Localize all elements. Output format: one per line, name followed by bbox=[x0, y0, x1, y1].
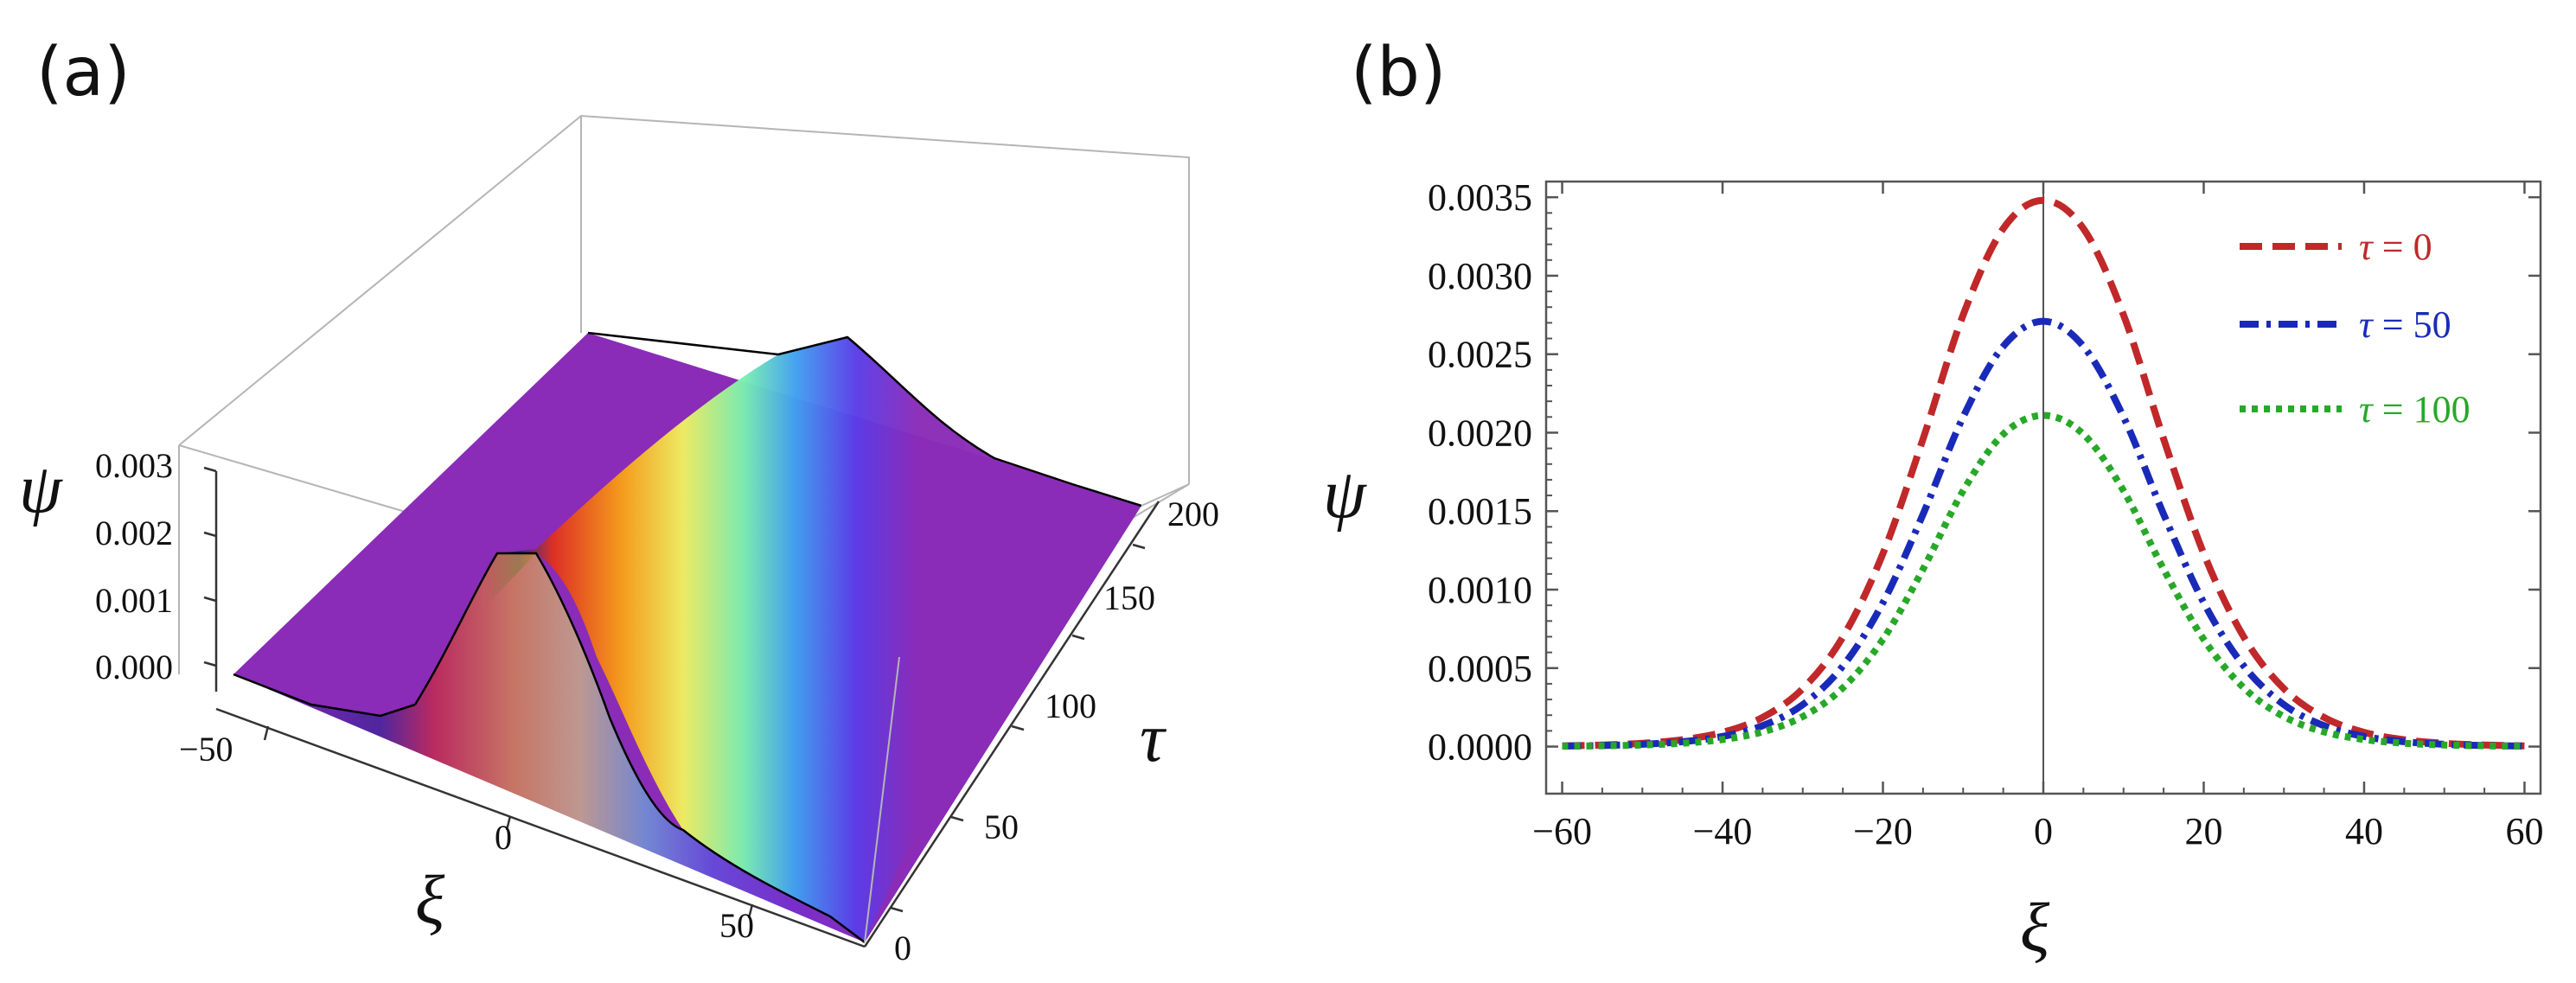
psi-axis-ticks bbox=[203, 466, 217, 667]
axes-3d bbox=[214, 471, 1160, 948]
y-tick-label: 0.0005 bbox=[1428, 648, 1532, 690]
x-tick-label: −40 bbox=[1693, 810, 1753, 852]
xi-axis-label: ξ bbox=[415, 863, 445, 939]
x-tick-label: −20 bbox=[1853, 810, 1913, 852]
front-profile bbox=[233, 553, 865, 942]
tick-labels: −60 −40 −20 0 20 40 60 0.0000 0.0005 0.0010 0.0015… bbox=[1428, 176, 2543, 852]
bounding-box-front bbox=[864, 483, 1190, 943]
y-tick-label: 0.0035 bbox=[1428, 176, 1532, 219]
xi-tick-label: 50 bbox=[719, 906, 754, 945]
tau-tick-label: 150 bbox=[1103, 578, 1155, 617]
y-tick-label: 0.0025 bbox=[1428, 334, 1532, 376]
xi-axis-ticks bbox=[263, 725, 754, 919]
legend-label-2: τ = 100 bbox=[2359, 388, 2471, 431]
y-tick-label: 0.0010 bbox=[1428, 569, 1532, 611]
x-tick-label: 60 bbox=[2505, 810, 2543, 852]
tau-tick-label: 0 bbox=[894, 929, 911, 967]
series-group bbox=[1562, 196, 2525, 750]
legend-label-1: τ = 50 bbox=[2359, 303, 2451, 346]
tau-tick-label: 100 bbox=[1045, 686, 1096, 725]
xi-tick-label: 0 bbox=[495, 818, 512, 857]
panel-a-label: (a) bbox=[36, 34, 131, 112]
psi-tick-label: 0.002 bbox=[95, 514, 173, 552]
panel-a: (a) bbox=[19, 34, 1219, 967]
series-line-1 bbox=[1562, 317, 2525, 750]
legend: τ = 0 τ = 50 τ = 100 bbox=[2240, 226, 2471, 431]
panel-b-label: (b) bbox=[1351, 34, 1446, 112]
tau-tick-label: 50 bbox=[984, 807, 1019, 846]
xi-axis-label-b: ξ bbox=[2020, 890, 2050, 967]
psi-tick-label: 0.001 bbox=[95, 581, 173, 620]
y-tick-label: 0.0015 bbox=[1428, 490, 1532, 533]
panel-b: (b) −60 −40 −20 0 20 40 60 0.0000 0.0005 0.0010 0.… bbox=[1323, 34, 2543, 967]
series-line-0 bbox=[1562, 196, 2525, 750]
psi-tick-label: 0.003 bbox=[95, 446, 173, 485]
legend-label-0: τ = 0 bbox=[2359, 226, 2432, 268]
x-tick-label: −60 bbox=[1532, 810, 1592, 852]
tau-axis-ticks bbox=[890, 543, 1146, 913]
psi-axis-label-b: ψ bbox=[1323, 456, 1367, 533]
tau-axis-label: τ bbox=[1140, 700, 1167, 776]
y-tick-label: 0.0000 bbox=[1428, 726, 1532, 769]
tau-tick-label: 200 bbox=[1167, 495, 1219, 533]
psi-tick-label: 0.000 bbox=[95, 648, 173, 686]
x-tick-label: 20 bbox=[2184, 810, 2222, 852]
axis-ticks bbox=[1546, 182, 2541, 794]
x-tick-label: 40 bbox=[2345, 810, 2383, 852]
series-line-2 bbox=[1562, 412, 2525, 750]
xi-tick-label: −50 bbox=[179, 730, 233, 769]
y-tick-label: 0.0030 bbox=[1428, 255, 1532, 297]
surface-ridge bbox=[380, 337, 1072, 942]
x-tick-label: 0 bbox=[2034, 810, 2053, 852]
psi-axis-label: ψ bbox=[19, 451, 63, 527]
surface-edges bbox=[233, 331, 1142, 943]
y-tick-label: 0.0020 bbox=[1428, 412, 1532, 454]
